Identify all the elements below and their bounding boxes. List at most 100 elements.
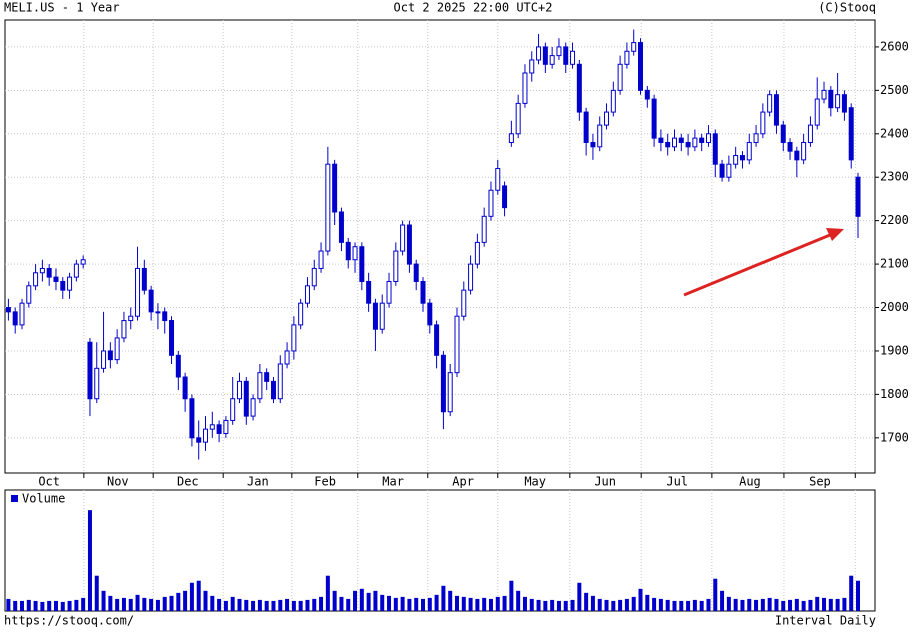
volume-bar [482, 597, 487, 611]
candle-body [807, 124, 813, 143]
candle-body [60, 280, 66, 291]
candle-body [515, 102, 521, 135]
y-tick-label: 1800 [880, 387, 909, 401]
candle-body [468, 263, 474, 291]
candle-body [406, 224, 412, 265]
candle-body [87, 341, 93, 400]
candle-body [542, 46, 548, 65]
volume-bar [285, 598, 290, 611]
volume-bar [169, 595, 174, 611]
volume-bar [774, 598, 779, 611]
candle-body [712, 133, 718, 165]
volume-bar [570, 599, 575, 611]
candle-body [685, 141, 691, 148]
candle-body [624, 50, 630, 65]
x-tick-label: Dec [177, 475, 199, 489]
candle-body [474, 241, 480, 265]
volume-bar [672, 600, 677, 611]
volume-bar [665, 599, 670, 611]
candle-body [209, 424, 215, 430]
candle-body [291, 324, 297, 352]
volume-bar [747, 598, 752, 611]
volume-bar [454, 595, 459, 611]
candle-body [583, 111, 589, 143]
volume-bar [726, 596, 731, 611]
candle-body [773, 94, 779, 126]
candle-body [841, 94, 847, 113]
volume-bar [822, 597, 827, 611]
volume-bar [597, 598, 602, 611]
volume-bar [387, 595, 392, 611]
candle-body [855, 176, 861, 217]
candle-body [427, 302, 433, 326]
candle-body [73, 263, 79, 278]
volume-bar [162, 596, 167, 611]
candle-body [182, 376, 188, 400]
volume-bar [339, 596, 344, 611]
x-tick-label: Oct [38, 475, 60, 489]
candle-body [536, 46, 542, 61]
candle-body [39, 267, 45, 274]
volume-bar [94, 575, 99, 611]
volume-bar [128, 598, 133, 611]
volume-bar [149, 598, 154, 611]
candle-body [121, 320, 127, 339]
volume-bar [223, 600, 228, 611]
volume-bar [271, 600, 276, 611]
volume-bar [577, 582, 582, 611]
candle-body [576, 63, 582, 113]
volume-bar [393, 597, 398, 611]
candle-body [107, 350, 113, 361]
candle-body [610, 89, 616, 113]
candle-body [250, 398, 256, 417]
candle-body [454, 315, 460, 374]
candle-body [590, 141, 596, 148]
x-tick-label: Feb [314, 475, 336, 489]
volume-bar [794, 598, 799, 611]
candle-body [631, 42, 637, 52]
candle-body [162, 311, 168, 322]
volume-bar [767, 597, 772, 611]
volume-bar [366, 592, 371, 611]
volume-bar [196, 580, 201, 611]
volume-bar [101, 590, 106, 611]
volume-bar [849, 575, 854, 611]
x-tick-label: Sep [809, 475, 831, 489]
candle-body [148, 289, 154, 313]
volume-bar [74, 599, 79, 611]
volume-bar [475, 598, 480, 611]
volume-bar [529, 598, 534, 611]
volume-bar [740, 599, 745, 611]
candle-body [638, 42, 644, 91]
volume-bar [495, 596, 500, 611]
candle-body [508, 133, 514, 143]
y-tick-label: 2400 [880, 126, 909, 140]
volume-bar [638, 588, 643, 611]
candle-body [169, 320, 175, 356]
volume-bar [733, 598, 738, 611]
candle-body [651, 98, 657, 139]
volume-bar [550, 599, 555, 611]
volume-bar [237, 598, 242, 611]
candle-body [570, 50, 576, 65]
candle-body [671, 137, 677, 148]
chart-subtitle: Oct 2 2025 22:00 UTC+2 [394, 1, 553, 15]
candle-body [243, 380, 249, 417]
volume-bar [210, 595, 215, 611]
candle-body [264, 372, 270, 382]
volume-bar [611, 600, 616, 611]
volume-bar [81, 597, 86, 611]
volume-bar [801, 600, 806, 611]
volume-bar [176, 592, 181, 611]
candle-body [597, 124, 603, 148]
volume-bar [563, 600, 568, 611]
volume-bar [720, 590, 725, 611]
volume-bar [624, 598, 629, 611]
volume-bar [441, 585, 446, 611]
candle-body [298, 302, 304, 326]
candle-body [128, 315, 134, 322]
volume-bar [509, 580, 514, 611]
volume-bar [33, 600, 38, 611]
